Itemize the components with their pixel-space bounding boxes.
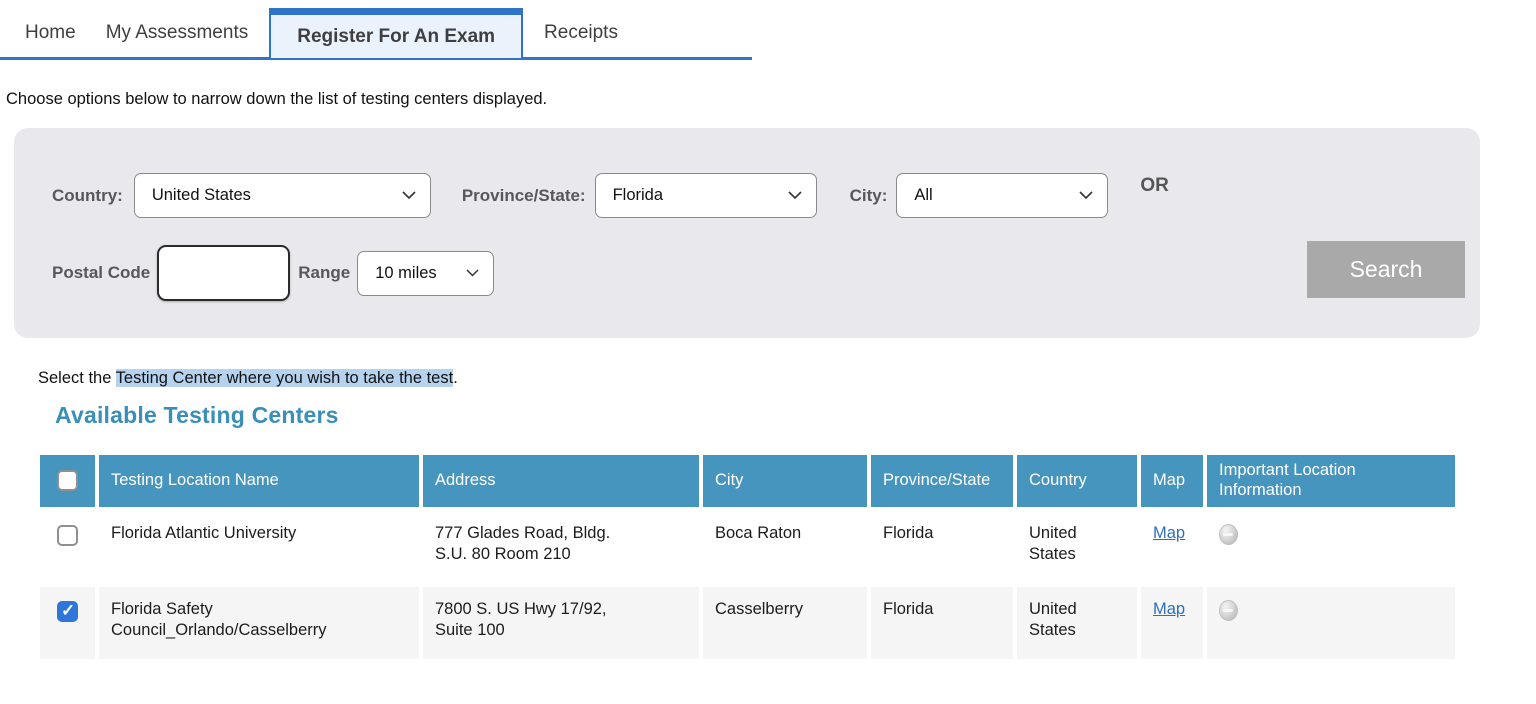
header-checkbox-cell (40, 455, 95, 507)
prompt-highlighted-text: Testing Center where you wish to take th… (115, 369, 454, 387)
header-address: Address (423, 455, 699, 507)
cell-city: Boca Raton (703, 510, 867, 583)
row-checkbox-cell (40, 586, 95, 659)
header-important-location-information-text: Important Location Information (1219, 461, 1356, 499)
testing-centers-table: Testing Location Name Address City Provi… (36, 451, 1459, 663)
tab-register-for-an-exam[interactable]: Register For An Exam (269, 8, 524, 60)
or-label: OR (1140, 175, 1169, 196)
range-label: Range (298, 263, 351, 282)
testing-location-name-text: Florida Atlantic University (111, 523, 297, 542)
filter-panel: Country: United States Province/State: F… (14, 128, 1480, 338)
province-state-select-value: Florida (612, 186, 664, 204)
row-select-checkbox[interactable] (57, 600, 78, 622)
search-button[interactable]: Search (1307, 241, 1465, 298)
header-province-state: Province/State (871, 455, 1013, 507)
header-important-location-information: Important Location Information (1207, 455, 1455, 507)
testing-location-name-text: Florida Safety Council_Orlando/Casselber… (111, 599, 327, 639)
address-text: 7800 S. US Hwy 17/92, Suite 100 (435, 599, 607, 639)
chevron-down-icon (466, 269, 479, 277)
cell-country: United States (1017, 510, 1137, 583)
select-testing-center-prompt: Select the Testing Center where you wish… (38, 369, 1536, 388)
cell-map: Map (1141, 510, 1203, 583)
table-row: Florida Safety Council_Orlando/Casselber… (40, 586, 1455, 659)
city-select[interactable]: All (896, 173, 1109, 218)
header-map: Map (1141, 455, 1203, 507)
tab-bar: Home My Assessments Register For An Exam… (0, 8, 752, 60)
chevron-down-icon (1079, 191, 1093, 200)
cell-city: Casselberry (703, 586, 867, 659)
chevron-down-icon (788, 191, 802, 200)
available-testing-centers-heading: Available Testing Centers (55, 402, 339, 428)
tab-receipts[interactable]: Receipts (544, 21, 618, 43)
cell-address: 777 Glades Road, Bldg. S.U. 80 Room 210 (423, 510, 699, 583)
postal-code-input[interactable] (157, 245, 291, 301)
cell-important-location-information (1207, 586, 1455, 659)
cell-province-state: Florida (871, 586, 1013, 659)
range-select[interactable]: 10 miles (357, 250, 495, 296)
cell-important-location-information (1207, 510, 1455, 583)
country-select[interactable]: United States (133, 173, 431, 218)
header-country: Country (1017, 455, 1137, 507)
cell-province-state: Florida (871, 510, 1013, 583)
row-select-checkbox[interactable] (57, 524, 78, 546)
tab-home[interactable]: Home (25, 21, 76, 43)
prompt-prefix: Select the (38, 369, 116, 387)
province-state-select[interactable]: Florida (594, 173, 817, 218)
table-header-row: Testing Location Name Address City Provi… (40, 455, 1455, 507)
cell-testing-location-name: Florida Safety Council_Orlando/Casselber… (99, 586, 419, 659)
city-select-value: All (914, 186, 933, 204)
header-testing-location-name: Testing Location Name (99, 455, 419, 507)
address-text: 777 Glades Road, Bldg. S.U. 80 Room 210 (435, 523, 611, 563)
postal-code-label: Postal Code (52, 263, 151, 282)
cell-address: 7800 S. US Hwy 17/92, Suite 100 (423, 586, 699, 659)
tab-my-assessments[interactable]: My Assessments (105, 21, 249, 43)
row-checkbox-cell (40, 510, 95, 583)
city-label: City: (849, 185, 888, 205)
no-info-sphere-icon (1219, 599, 1238, 621)
map-link[interactable]: Map (1153, 523, 1186, 542)
range-select-value: 10 miles (375, 263, 437, 282)
cell-map: Map (1141, 586, 1203, 659)
chevron-down-icon (402, 191, 416, 200)
cell-country: United States (1017, 586, 1137, 659)
country-select-value: United States (151, 186, 251, 204)
filter-row-location: Country: United States Province/State: F… (52, 173, 1450, 218)
table-row: Florida Atlantic University 777 Glades R… (40, 510, 1455, 583)
province-state-label: Province/State: (461, 185, 586, 205)
select-all-checkbox[interactable] (57, 470, 78, 492)
country-label: Country: (52, 185, 123, 205)
header-city: City (703, 455, 867, 507)
map-link[interactable]: Map (1153, 599, 1186, 618)
intro-text: Choose options below to narrow down the … (6, 90, 548, 108)
no-info-sphere-icon (1219, 523, 1238, 545)
cell-testing-location-name: Florida Atlantic University (99, 510, 419, 583)
prompt-suffix: . (453, 369, 458, 387)
filter-row-postal: Postal Code Range 10 miles (52, 245, 1450, 301)
